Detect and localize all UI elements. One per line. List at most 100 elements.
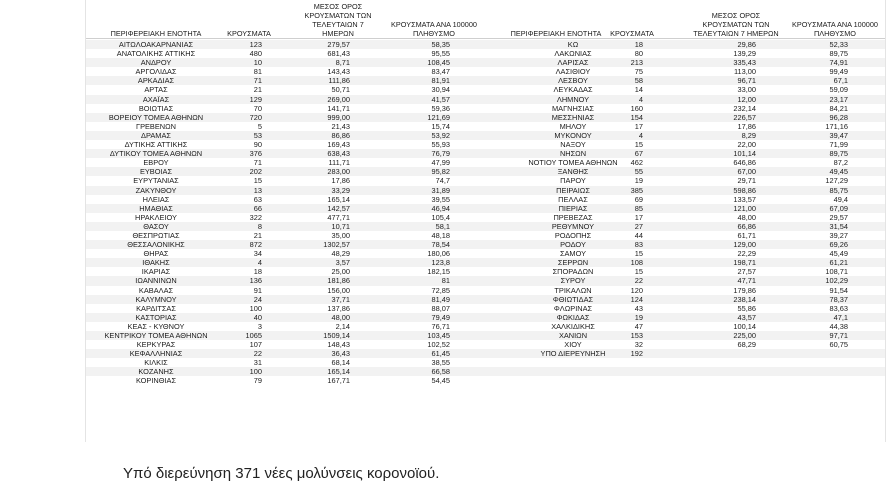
left-region-cell: ΒΟΙΩΤΙΑΣ [138,103,174,113]
right-avg-cell: 22,00 [737,140,757,150]
table-row: ΘΑΣΟΥ 8 10,71 58,1 ΡΕΘΥΜΝΟΥ 27 66,86 31,54 [86,221,885,231]
left-region-cell: ΒΟΡΕΙΟΥ ΤΟΜΕΑ ΑΘΗΝΩΝ [108,112,204,122]
left-avg-cell: 148,43 [327,340,350,350]
left-region-cell: ΚΟΖΑΝΗΣ [138,367,174,377]
left-region-cell: ΕΒΡΟΥ [143,158,169,168]
left-cases-cell: 34 [253,249,262,259]
right-rate-cell: 99,49 [829,67,849,77]
left-cases-cell: 107 [249,340,262,350]
table-row: ΕΥΡΥΤΑΝΙΑΣ 15 17,86 74,7 ΠΑΡΟΥ 19 29,71 127,29 [86,176,885,185]
table-row: ΕΒΡΟΥ 71 111,71 47,99 ΝΟΤΙΟΥ ΤΟΜΕΑ ΑΘΗΝΩΝ 462… [86,158,885,167]
right-cases-cell: 69 [634,194,643,204]
right-avg-cell: 29,86 [737,40,757,49]
right-avg-cell: 598,86 [733,185,756,195]
header-cases-left: ΚΡΟΥΣΜΑΤΑ [227,29,271,38]
left-avg-cell: 142,57 [327,203,350,213]
right-region-cell: ΠΑΡΟΥ [560,176,586,186]
right-cases-cell: 58 [634,76,643,86]
right-cases-cell: 4 [638,94,643,104]
right-region-cell: ΛΕΣΒΟΥ [558,76,588,86]
left-rate-cell: 72,85 [431,285,451,295]
table-row: ΚΙΛΚΙΣ 31 68,14 38,55 [86,358,885,367]
left-region-cell: ΘΑΣΟΥ [143,221,169,231]
right-cases-cell: 153 [630,331,643,340]
left-cases-cell: 5 [257,121,262,131]
table-row: ΔΥΤΙΚΗΣ ΑΤΤΙΚΗΣ 90 169,43 55,93 ΝΑΞΟΥ 15 22,00… [86,140,885,149]
left-region-cell: ΚΕΑΣ - ΚΥΘΝΟΥ [127,321,185,331]
left-rate-cell: 95,82 [431,167,451,177]
right-rate-cell: 47,1 [833,312,848,322]
table-row: ΑΡΓΟΛΙΔΑΣ 81 143,43 83,47 ΛΑΣΙΘΙΟΥ 75 113,00 99… [86,67,885,76]
left-region-cell: ΓΡΕΒΕΝΩΝ [136,121,176,131]
left-avg-cell: 111,86 [328,76,350,86]
left-rate-cell: 47,99 [431,158,451,168]
right-avg-cell: 48,00 [737,212,757,222]
table-row: ΚΕΡΚΥΡΑΣ 107 148,43 102,52 ΧΙΟΥ 32 68,29 60,75 [86,340,885,349]
left-avg-cell: 181,86 [327,276,350,286]
header-rate-line2: ΠΛΗΘΥΣΜΟ [413,29,455,38]
right-avg-cell: 67,00 [737,167,757,177]
left-region-cell: ΙΚΑΡΙΑΣ [141,267,171,277]
table-body: ΑΙΤΩΛΟΑΚΑΡΝΑΝΙΑΣ 123 279,57 58,35 ΚΩ 18 29,86 5… [86,40,885,386]
table-row: ΒΟΙΩΤΙΑΣ 70 141,71 59,36 ΜΑΓΝΗΣΙΑΣ 160 232,14 8… [86,104,885,113]
right-avg-cell: 238,14 [733,294,756,304]
right-avg-cell: 12,00 [737,94,757,104]
right-rate-cell: 97,71 [829,331,849,340]
left-cases-cell: 66 [253,203,262,213]
right-region-cell: ΣΥΡΟΥ [560,276,586,286]
right-avg-cell: 61,71 [737,230,757,240]
right-cases-cell: 80 [634,49,643,59]
right-avg-cell: 66,86 [737,221,757,231]
right-cases-cell: 67 [634,149,643,159]
left-avg-cell: 36,43 [331,349,351,359]
covid-cases-table: ΠΕΡΙΦΕΡΕΙΑΚΗ ΕΝΟΤΗΤΑ ΚΡΟΥΣΜΑΤΑ ΜΕΣΟΣ ΟΡΟ… [85,0,886,442]
header-divider [86,38,885,39]
left-avg-cell: 143,43 [327,67,350,77]
right-rate-cell: 74,91 [829,58,849,68]
left-region-cell: ΑΡΚΑΔΙΑΣ [137,76,175,86]
left-avg-cell: 165,14 [327,194,350,204]
table-row: ΑΡΚΑΔΙΑΣ 71 111,86 81,91 ΛΕΣΒΟΥ 58 96,71 67,1 [86,76,885,86]
left-avg-cell: 48,00 [331,312,351,322]
right-avg-cell: 129,00 [733,240,756,250]
header-avg-line3: ΤΕΛΕΥΤΑΙΩΝ 7 ΗΜΕΡΩΝ [312,20,364,38]
right-rate-cell: 89,75 [829,49,849,59]
right-region-cell: ΛΑΡΙΣΑΣ [557,58,589,68]
right-region-cell: ΛΑΣΙΘΙΟΥ [555,67,591,77]
right-region-cell: ΥΠΟ ΔΙΕΡΕΥΝΗΣΗ [540,349,606,359]
left-avg-cell: 35,00 [331,230,351,240]
table-row: ΚΑΡΔΙΤΣΑΣ 100 137,86 88,07 ΦΛΩΡΙΝΑΣ 43 55,86 83… [86,304,885,313]
left-cases-cell: 1065 [245,331,262,340]
left-rate-cell: 105,4 [431,212,451,222]
left-avg-cell: 111,71 [328,158,350,168]
left-region-cell: ΔΥΤΙΚΟΥ ΤΟΜΕΑ ΑΘΗΝΩΝ [109,149,203,159]
right-rate-cell: 108,71 [825,267,848,277]
left-rate-cell: 39,55 [431,194,451,204]
header-rate-left: ΚΡΟΥΣΜΑΤΑ ΑΝΑ 100000 ΠΛΗΘΥΣΜΟ [386,20,482,38]
left-cases-cell: 100 [249,303,262,313]
right-rate-cell: 78,37 [829,294,849,304]
right-cases-cell: 108 [630,258,643,268]
table-row: ΚΑΒΑΛΑΣ 91 156,00 72,85 ΤΡΙΚΑΛΩΝ 120 179,86 91,… [86,286,885,295]
right-region-cell: ΣΕΡΡΩΝ [557,258,589,268]
left-avg-cell: 638,43 [327,149,350,159]
left-cases-cell: 90 [253,140,262,150]
right-rate-cell: 67,09 [829,203,849,213]
right-rate-cell: 89,75 [829,149,849,159]
left-cases-cell: 4 [257,258,262,268]
right-rate-cell: 49,45 [829,167,849,177]
left-rate-cell: 182,15 [427,267,450,277]
right-avg-cell: 8,29 [741,130,756,140]
right-rate-cell: 44,38 [829,321,849,331]
left-avg-cell: 283,00 [327,167,350,177]
right-region-cell: ΜΕΣΣΗΝΙΑΣ [551,112,595,122]
right-cases-cell: 15 [634,249,643,259]
right-avg-cell: 27,57 [737,267,757,277]
right-cases-cell: 4 [638,130,643,140]
right-cases-cell: 17 [634,121,643,131]
right-avg-cell: 226,57 [733,112,756,122]
left-cases-cell: 21 [253,230,262,240]
left-cases-cell: 376 [249,149,262,159]
left-region-cell: ΔΡΑΜΑΣ [141,130,171,140]
left-rate-cell: 108,45 [427,58,450,68]
